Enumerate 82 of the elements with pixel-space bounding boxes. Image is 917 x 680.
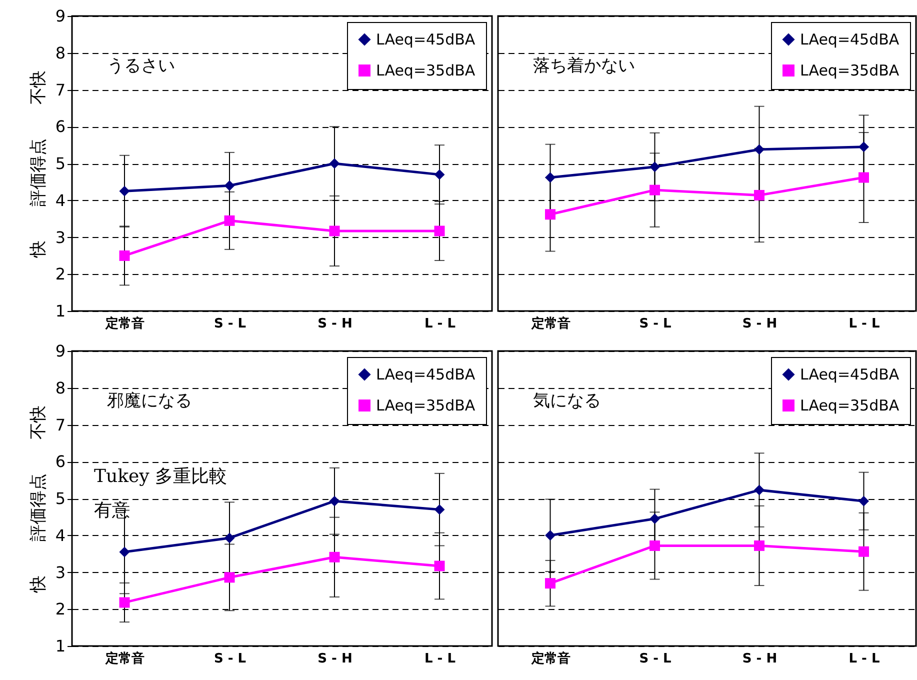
x-tick-label: S - H — [742, 652, 778, 666]
point — [754, 144, 764, 155]
point — [650, 184, 660, 196]
y-tick-label: 2 — [55, 600, 66, 619]
point — [329, 158, 340, 169]
point — [858, 546, 869, 557]
legend-label: LAeq=45dBA — [376, 30, 476, 48]
point — [650, 162, 660, 172]
point — [119, 597, 130, 608]
y-tick-label: 9 — [55, 6, 66, 26]
point — [545, 578, 556, 589]
annotation: 有意 — [94, 500, 130, 521]
legend-label: LAeq=45dBA — [376, 366, 476, 384]
point — [434, 560, 445, 572]
x-tick-label: S - L — [214, 652, 246, 666]
point — [650, 514, 660, 524]
point — [858, 496, 869, 506]
x-tick-label: 定常音 — [530, 316, 570, 332]
annotation: 落ち着かない — [533, 56, 635, 76]
legend-label: LAeq=35dBA — [800, 62, 900, 80]
point — [329, 552, 340, 562]
y-tick-label: 7 — [55, 80, 66, 100]
point — [434, 226, 445, 236]
annotation: 気になる — [533, 391, 601, 411]
x-tick-label: S - H — [318, 316, 352, 332]
y-tick-label: 9 — [55, 342, 66, 360]
point — [650, 540, 660, 551]
y-tick-label: 1 — [55, 302, 66, 320]
y-tick-label: 7 — [55, 415, 66, 434]
point — [119, 186, 130, 196]
point — [224, 215, 235, 226]
x-tick-label: S - L — [639, 316, 672, 332]
x-tick-label: L - L — [424, 316, 456, 332]
y-tick-label: 6 — [55, 117, 66, 136]
point — [858, 142, 869, 152]
x-tick-label: 定常音 — [530, 650, 570, 666]
legend-label: LAeq=45dBA — [800, 30, 900, 48]
y-tick-label: 6 — [55, 452, 66, 472]
y-tick-label: 5 — [55, 154, 66, 173]
point — [224, 532, 235, 544]
legend-label: LAeq=35dBA — [376, 62, 476, 80]
x-tick-label: L - L — [848, 316, 880, 332]
point — [545, 172, 556, 183]
point — [119, 250, 130, 261]
x-tick-label: S - L — [214, 316, 246, 332]
point — [434, 169, 445, 180]
point — [329, 226, 340, 236]
y-axis-title: 快 評価得点 不快 — [28, 406, 48, 594]
x-tick-label: 定常音 — [104, 650, 144, 666]
point — [119, 546, 130, 558]
y-tick-label: 1 — [55, 636, 66, 656]
point — [434, 504, 445, 515]
x-tick-label: 定常音 — [104, 316, 144, 332]
x-tick-label: S - H — [742, 316, 778, 332]
legend-label: LAeq=35dBA — [376, 396, 476, 414]
point — [329, 496, 340, 506]
point — [858, 172, 869, 183]
x-tick-label: L - L — [424, 652, 456, 666]
point — [545, 209, 556, 220]
point — [545, 530, 556, 541]
y-tick-label: 2 — [55, 264, 66, 284]
point — [224, 180, 235, 191]
x-tick-label: L - L — [848, 652, 880, 666]
point — [224, 572, 235, 583]
y-tick-label: 5 — [55, 489, 66, 508]
point — [754, 484, 764, 496]
point — [754, 540, 764, 551]
legend-label: LAeq=45dBA — [800, 366, 900, 384]
point — [754, 190, 764, 200]
y-tick-label: 4 — [55, 190, 66, 210]
annotation: Tukey 多重比較 — [94, 466, 228, 487]
annotation: うるさい — [107, 56, 175, 76]
x-tick-label: S - H — [318, 652, 352, 666]
y-axis-title: 快 評価得点 不快 — [28, 70, 48, 258]
x-tick-label: S - L — [639, 652, 672, 666]
legend-label: LAeq=35dBA — [800, 396, 900, 414]
y-tick-label: 4 — [55, 526, 66, 545]
y-tick-label: 3 — [55, 228, 66, 247]
y-tick-label: 8 — [55, 378, 66, 398]
y-tick-label: 3 — [55, 562, 66, 582]
y-tick-label: 8 — [55, 43, 66, 62]
annotation: 邪魔になる — [107, 391, 192, 411]
